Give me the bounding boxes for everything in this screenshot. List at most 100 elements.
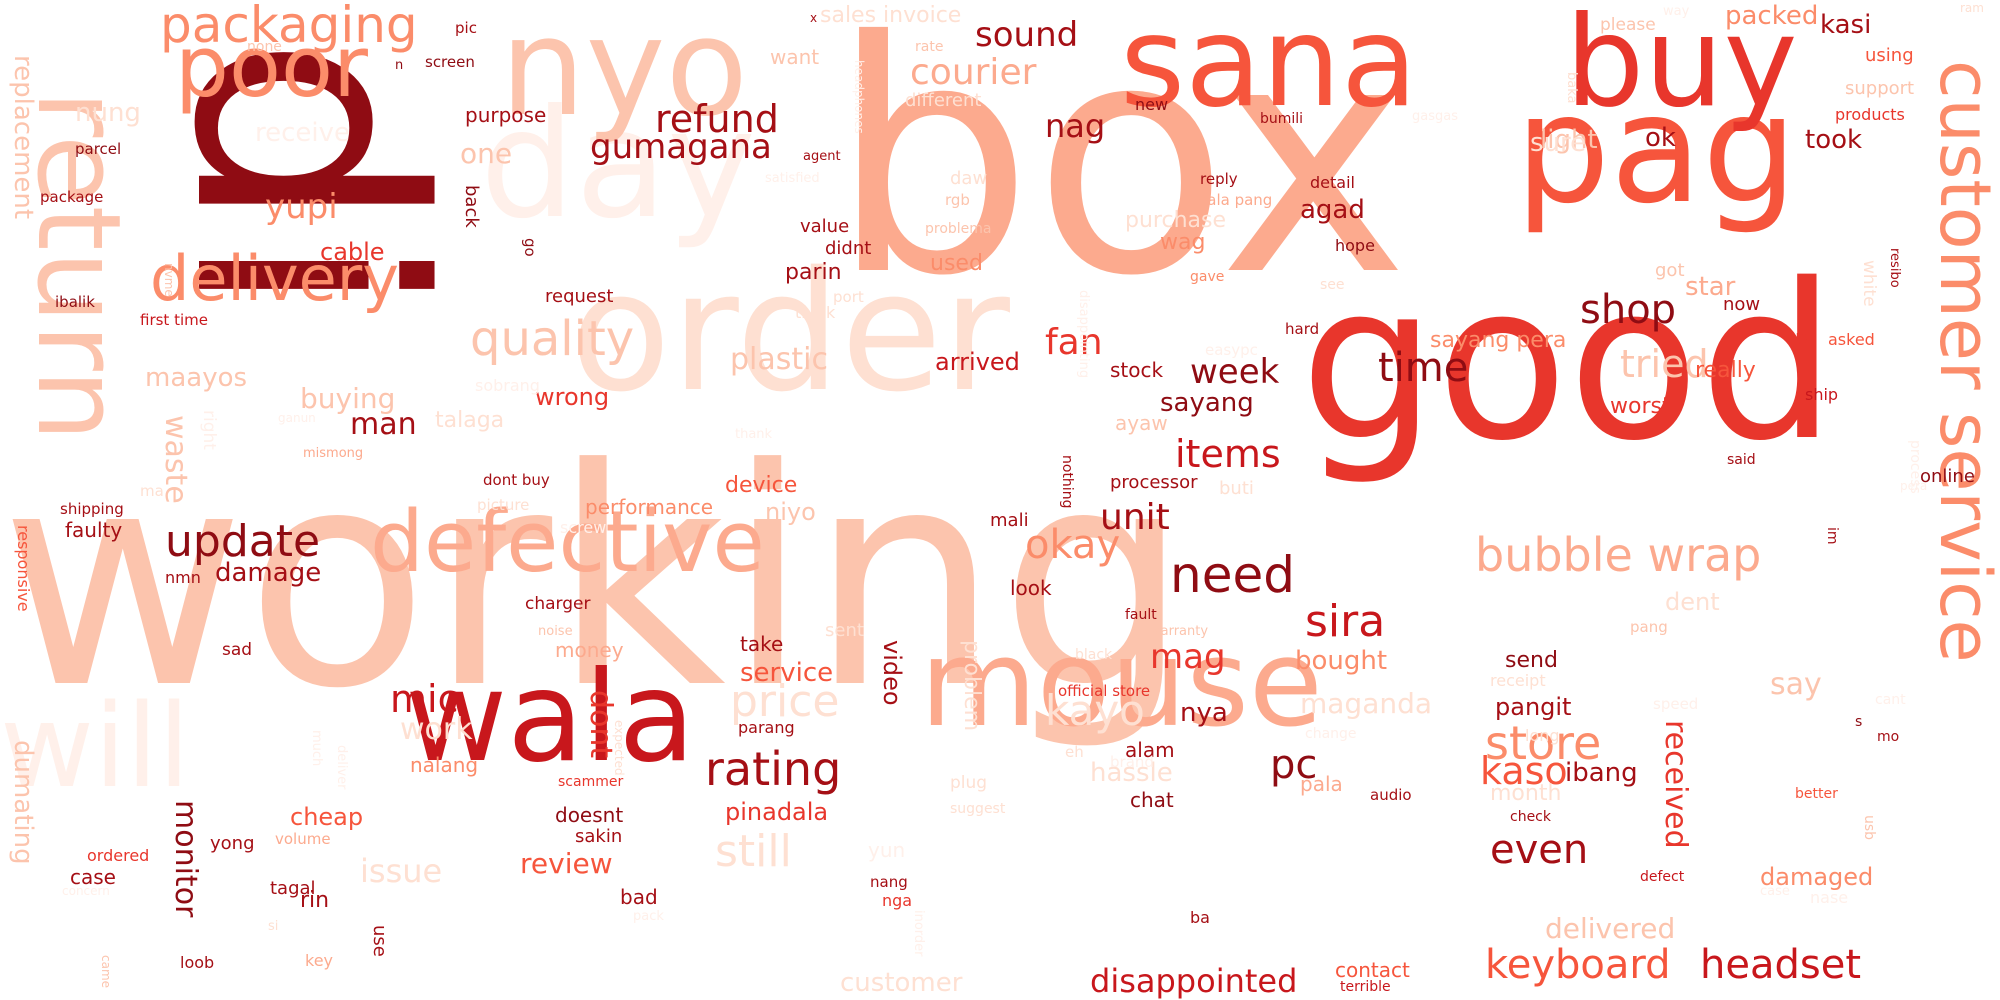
word-different: different — [905, 90, 982, 111]
word-hard: hard — [1285, 320, 1320, 338]
word-nothing: nothing — [1059, 455, 1075, 509]
word-way: way — [1663, 4, 1690, 19]
word-scammer: scammer — [558, 774, 624, 790]
word-sayang-pera: sayang pera — [1430, 328, 1567, 353]
word-ibang: ibang — [1565, 758, 1638, 788]
word-defect: defect — [1640, 869, 1685, 885]
word-disappointing: disappointing — [1076, 290, 1091, 379]
word-ram: ram — [1960, 1, 1984, 15]
word-rating: rating — [705, 742, 842, 796]
word-eh: eh — [1065, 743, 1084, 761]
word-suggest: suggest — [950, 801, 1006, 817]
word-didnt: didnt — [825, 238, 872, 259]
word-pangit: pangit — [1495, 693, 1572, 721]
word-nung: nung — [75, 98, 141, 128]
word-parcel: parcel — [75, 140, 122, 158]
word-headset: headset — [1700, 942, 1861, 988]
word-gave: gave — [1190, 269, 1225, 285]
word-bumili: bumili — [1260, 111, 1304, 127]
word-ma: ma — [140, 482, 164, 500]
word-talaga: talaga — [435, 408, 505, 433]
word-go: go — [521, 238, 539, 257]
word-dont-buy: dont buy — [483, 471, 550, 489]
word-satisfied: satisfied — [765, 171, 820, 186]
word-yun: yun — [868, 838, 906, 862]
word-defective: defective — [370, 493, 765, 592]
word-pala: pala — [1300, 772, 1343, 796]
word-nmn: nmn — [165, 568, 201, 587]
word-ayaw: ayaw — [1115, 411, 1168, 435]
word-damaged: damaged — [1760, 863, 1874, 891]
word-issue: issue — [360, 852, 443, 890]
word-shipping: shipping — [60, 500, 124, 518]
word-work: work — [400, 712, 473, 747]
word-pinadala: pinadala — [725, 798, 829, 826]
word-value: value — [800, 216, 850, 237]
word-customer: customer — [840, 968, 963, 998]
word-si: si — [268, 919, 279, 934]
word-reply: reply — [1200, 170, 1238, 188]
word-support: support — [1845, 78, 1915, 99]
word-yong: yong — [210, 833, 255, 854]
word-service: service — [740, 658, 834, 688]
word-poor: poor — [175, 18, 368, 117]
word-pic: pic — [455, 19, 477, 37]
word-fault: fault — [1125, 607, 1157, 623]
word-new: new — [1135, 95, 1169, 114]
word-pang: pang — [1630, 618, 1668, 636]
word-using: using — [1865, 45, 1914, 66]
word-mic: mic — [390, 677, 459, 721]
word-shop: shop — [1580, 287, 1677, 333]
word-mali: mali — [990, 510, 1029, 531]
word-please: please — [1600, 15, 1656, 35]
word-im: im — [1824, 527, 1840, 545]
word-agad: agad — [1300, 195, 1365, 225]
word-monitor: monitor — [168, 800, 203, 918]
word-stock: stock — [1110, 358, 1164, 382]
word-sure: sure — [1530, 128, 1587, 158]
word-used: used — [930, 251, 983, 276]
word-day: day — [480, 78, 756, 252]
word-device: device — [725, 473, 798, 498]
word-fan: fan — [1045, 322, 1103, 363]
word-buti: buti — [1219, 478, 1254, 499]
word-video: video — [878, 640, 906, 706]
word-chat: chat — [1130, 788, 1174, 812]
word-volume: volume — [275, 830, 331, 848]
word-easypc: easypc — [1205, 341, 1258, 359]
word-update: update — [165, 516, 321, 567]
word-cable: cable — [320, 238, 385, 266]
word-really: really — [1695, 358, 1756, 383]
word-rate: rate — [915, 39, 944, 55]
word-sakin: sakin — [575, 826, 623, 847]
word-store: store — [1485, 716, 1602, 770]
word-dumating: dumating — [8, 740, 38, 865]
word-week: week — [1190, 352, 1280, 392]
word-performance: performance — [585, 495, 714, 519]
word-courier: courier — [910, 52, 1037, 93]
word-mismong: mismong — [303, 446, 364, 461]
word-gasgas: gasgas — [1412, 109, 1458, 124]
word-doesnt: doesnt — [555, 803, 624, 827]
word-ba: ba — [1190, 908, 1210, 927]
word-noise: noise — [538, 624, 573, 639]
word-sound: sound — [975, 15, 1079, 55]
word-took: took — [1805, 125, 1863, 155]
word-tagal: tagal — [270, 878, 316, 899]
word-damage: damage — [215, 558, 322, 588]
word-keyboard: keyboard — [1485, 942, 1671, 988]
word-delivery: delivery — [150, 242, 399, 315]
word-back: back — [461, 185, 482, 228]
word-said: said — [1727, 452, 1756, 468]
word-speed: speed — [1653, 695, 1699, 713]
word-packaging: packaging — [160, 0, 418, 54]
word-yupi: yupi — [265, 187, 338, 227]
word-items: items — [1175, 432, 1281, 476]
word-sira: sira — [1305, 596, 1386, 647]
word-rgb: rgb — [945, 191, 970, 209]
word-think: think — [795, 303, 836, 322]
word-right: right — [199, 410, 219, 450]
word-official-store: official store — [1058, 682, 1151, 700]
word-gumagana: gumagana — [590, 127, 772, 167]
word-sana: sana — [1120, 0, 1418, 135]
